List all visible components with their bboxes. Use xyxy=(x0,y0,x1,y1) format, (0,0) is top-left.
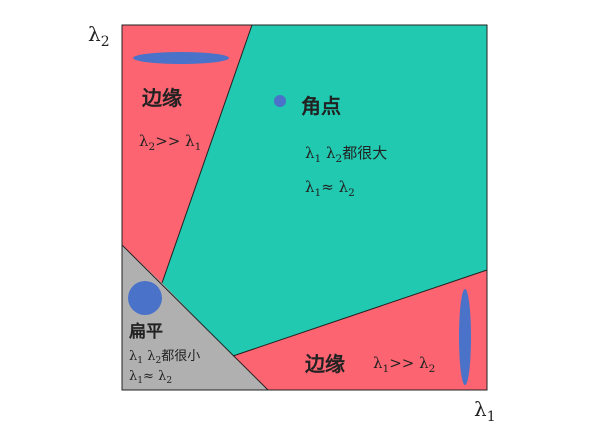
x-axis-label: λ1 xyxy=(474,397,496,425)
edge-top-formula: λ2>> λ1 xyxy=(139,132,202,153)
corner-region xyxy=(162,25,487,356)
y-axis-label: λ2 xyxy=(88,22,110,50)
corner-formula-1: λ1 λ2都很大 xyxy=(305,144,388,165)
vertical-ellipse xyxy=(459,289,471,385)
corner-title: 角点 xyxy=(301,94,341,118)
plot-border xyxy=(121,24,488,391)
boundary-corner-edge xyxy=(232,269,488,357)
edge-bottom-title: 边缘 xyxy=(305,352,345,376)
horizontal-ellipse xyxy=(133,52,229,64)
flat-circle xyxy=(128,281,162,315)
flat-title: 扁平 xyxy=(129,322,163,342)
flat-formula-1: λ1 λ2都很小 xyxy=(129,349,201,367)
edge-top-title: 边缘 xyxy=(142,86,182,110)
corner-dot xyxy=(274,95,286,107)
flat-formula-2: λ1≈ λ2 xyxy=(129,369,173,387)
boundary-flat xyxy=(121,244,269,391)
boundary-edge-corner xyxy=(161,24,253,284)
edge-bottom-formula: λ1>> λ2 xyxy=(373,354,436,375)
corner-formula-2: λ1≈ λ2 xyxy=(305,178,355,199)
